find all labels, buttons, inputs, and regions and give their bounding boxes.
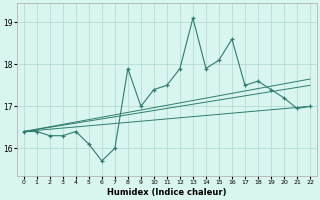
X-axis label: Humidex (Indice chaleur): Humidex (Indice chaleur) xyxy=(107,188,227,197)
